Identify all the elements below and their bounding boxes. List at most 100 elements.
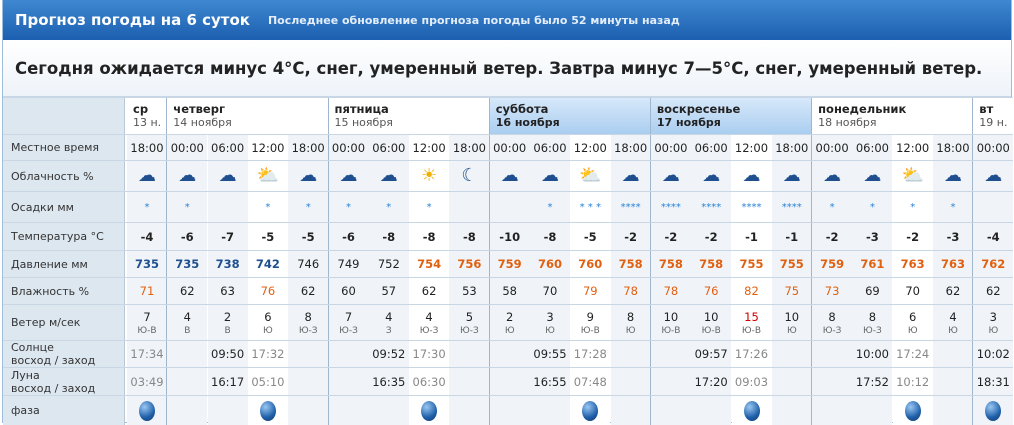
wind-direction: Ю-З	[460, 325, 479, 336]
day-separator	[649, 368, 651, 395]
wind-speed: 5	[465, 309, 474, 324]
hum-cell: 62	[167, 278, 208, 304]
press-value: 735	[175, 257, 200, 271]
time-value: 18:00	[775, 140, 809, 155]
press-cell: 754	[409, 251, 450, 277]
wind-speed: 3	[989, 309, 997, 324]
hum-cell: 62	[288, 278, 329, 304]
wind-cell: 9 Ю-В	[570, 305, 611, 340]
row-label-text: Местное время	[11, 141, 100, 154]
sunny-icon: ☀	[421, 165, 438, 186]
day-separator	[972, 98, 974, 134]
precip-cell: ****	[650, 192, 691, 222]
precip-cell: ****	[691, 192, 732, 222]
moon-time: 06:30	[412, 374, 446, 389]
moon-cell	[610, 368, 651, 395]
partly-cloudy-icon: ⛅	[256, 165, 280, 186]
snow-icon: *	[346, 201, 351, 213]
temp-value: -6	[342, 229, 355, 244]
press-value: 754	[417, 257, 442, 271]
time-cell: 12:00	[731, 135, 772, 160]
cloudy-icon: ☁	[541, 165, 559, 186]
wind-speed: 8	[626, 309, 635, 324]
cloudy-icon: ☁	[661, 165, 680, 186]
snow-icon: * * *	[579, 201, 601, 213]
sun-time: 10:00	[855, 347, 889, 361]
cloud-cell: ☁	[973, 161, 1014, 191]
hum-row: Влажность % 71 62 63 76 62 60 57 62 53 58 70 79 78 78 7…	[3, 277, 1014, 304]
temp-cell: -3	[933, 223, 973, 250]
sun-cell: 17:28	[570, 341, 611, 367]
cloud-cell: ☁	[489, 161, 530, 191]
time-value: 12:00	[734, 140, 769, 155]
day-separator	[166, 98, 168, 134]
hum-cell: 63	[207, 278, 248, 304]
wind-cell: 8 Ю-З	[288, 305, 329, 340]
temp-value: -4	[140, 229, 154, 244]
wind-speed: 10	[784, 309, 800, 324]
day-separator	[488, 278, 490, 304]
row-label-text: Ветер м/сек	[11, 316, 81, 329]
cloudy-icon: ☁	[218, 165, 237, 186]
phase-cell	[610, 396, 651, 425]
time-cell: 18:00	[610, 135, 651, 160]
precip-cell: *	[247, 192, 288, 222]
wind-direction: Ю-В	[701, 325, 721, 336]
wind-speed: 15	[744, 309, 759, 324]
day-header: вт 19 н.	[973, 98, 1013, 135]
row-label-text: восход / заход	[11, 381, 96, 395]
day-separator	[649, 223, 651, 250]
press-cell: 761	[852, 251, 893, 277]
moon-cell: 05:10	[247, 368, 288, 395]
time-value: 12:00	[412, 140, 446, 155]
moon-cell: 07:48	[570, 368, 611, 395]
sun-cell: 09:55	[530, 341, 570, 367]
cloud-cell: ☁	[691, 161, 732, 191]
press-value: 746	[297, 257, 320, 271]
cloud-cell: ☁	[933, 161, 973, 191]
day-separator	[166, 341, 168, 367]
row-label: фаза	[3, 396, 125, 425]
wind-speed: 4	[425, 309, 433, 324]
time-value: 12:00	[251, 140, 285, 155]
hum-value: 71	[139, 284, 155, 298]
time-cell: 18:00	[771, 135, 812, 160]
day-date: 14 ноября	[173, 116, 232, 129]
day-separator	[972, 251, 974, 277]
day-header: воскресенье 17 ноября	[650, 98, 812, 135]
time-value: 12:00	[573, 140, 607, 155]
moon-cell	[449, 368, 490, 395]
day-separator	[811, 135, 813, 160]
temp-value: -2	[704, 229, 718, 244]
hum-value: 76	[260, 284, 276, 298]
wind-direction: Ю-З	[822, 325, 842, 336]
press-cell: 742	[247, 251, 288, 277]
time-value: 06:00	[372, 140, 406, 155]
cloudy-icon: ☁	[742, 165, 761, 186]
day-separator	[972, 368, 974, 395]
wind-speed: 2	[223, 309, 232, 324]
moon-phase-icon	[139, 400, 155, 421]
temp-cell: -8	[530, 223, 570, 250]
day-separator	[649, 135, 651, 160]
wind-speed: 8	[304, 309, 312, 324]
precip-cell	[207, 192, 248, 222]
temp-value: -1	[745, 229, 758, 244]
moon-time: 07:48	[573, 374, 607, 389]
wind-speed: 8	[828, 309, 836, 324]
hum-value: 62	[985, 284, 1001, 298]
sun-cell	[771, 341, 812, 367]
wind-cell: 10 Ю	[771, 305, 812, 340]
sun-cell	[288, 341, 329, 367]
cloud-cell: ☁	[368, 161, 409, 191]
row-label: Температура °С	[3, 223, 125, 250]
forecast-table: ср 13 н. четверг 14 ноября пятница 15 ноября с…	[3, 97, 1014, 425]
moon-time: 10:12	[896, 374, 930, 389]
temp-cell: -8	[368, 223, 409, 250]
phase-cell	[127, 396, 167, 425]
time-cell: 06:00	[852, 135, 893, 160]
day-separator	[166, 368, 168, 395]
wind-speed: 4	[183, 309, 191, 324]
cloudy-icon: ☁	[178, 165, 197, 186]
